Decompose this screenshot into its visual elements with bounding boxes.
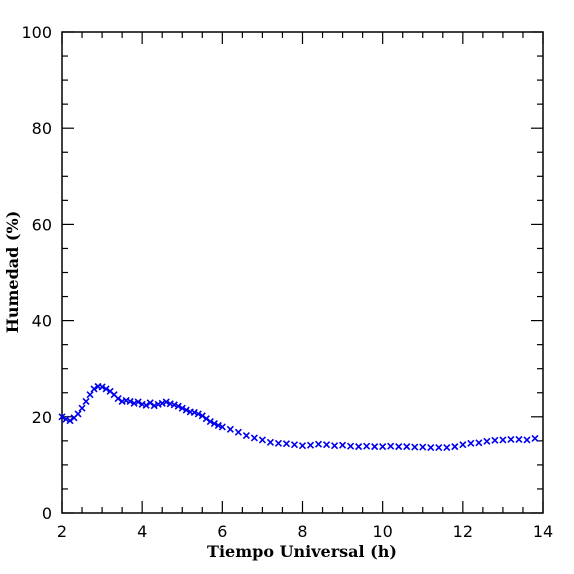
data-point	[126, 397, 134, 405]
tick-marks	[61, 31, 544, 514]
data-point	[214, 421, 222, 430]
data-point	[86, 391, 94, 399]
data-point	[274, 439, 283, 447]
data-point	[234, 428, 242, 436]
x-tick-label: 6	[217, 522, 227, 541]
data-point	[78, 404, 86, 412]
data-points	[58, 382, 539, 452]
data-point	[387, 442, 395, 450]
x-tick-label: 12	[453, 522, 473, 541]
data-point	[403, 443, 411, 451]
data-point	[218, 423, 226, 431]
data-point	[162, 398, 170, 406]
data-point	[339, 441, 347, 449]
data-point	[371, 443, 379, 451]
plot-frame	[61, 31, 544, 514]
x-tick-label: 4	[137, 522, 147, 541]
data-point	[331, 442, 339, 450]
data-point	[150, 402, 158, 410]
data-point	[210, 419, 218, 428]
data-point	[90, 385, 98, 393]
data-point	[298, 442, 307, 450]
data-point	[427, 444, 435, 452]
data-point	[347, 442, 355, 450]
data-point	[419, 443, 427, 451]
data-point	[467, 439, 475, 447]
data-point	[507, 435, 515, 443]
data-point	[58, 413, 66, 421]
data-point	[142, 401, 150, 409]
data-point	[158, 399, 166, 407]
x-tick-label: 14	[533, 522, 553, 541]
data-point	[379, 443, 387, 451]
x-tick-label: 2	[57, 522, 67, 541]
data-point	[98, 383, 106, 391]
data-point	[314, 440, 323, 448]
data-point	[194, 410, 202, 418]
y-tick-label: 40	[32, 312, 52, 331]
data-point	[62, 415, 70, 423]
data-point	[459, 441, 467, 449]
y-tick-label: 20	[32, 408, 52, 427]
x-tick-label: 8	[297, 522, 307, 541]
data-point	[531, 434, 539, 443]
data-point	[282, 440, 291, 448]
data-point	[174, 402, 182, 410]
data-point	[190, 408, 198, 417]
data-point	[491, 436, 499, 444]
data-point	[182, 406, 190, 414]
y-tick-label: 60	[32, 215, 52, 234]
data-point	[250, 434, 258, 442]
data-point	[170, 401, 178, 409]
x-tick-label: 10	[372, 522, 392, 541]
data-point	[411, 443, 419, 451]
data-point	[475, 439, 483, 447]
data-point	[178, 404, 186, 412]
data-point	[523, 436, 531, 444]
data-point	[242, 431, 250, 440]
x-tick-labels: 2 4 6 8 10 12 14	[57, 522, 553, 541]
x-axis-label: Tiempo Universal (h)	[207, 542, 397, 561]
y-tick-label: 80	[32, 119, 52, 138]
data-point	[499, 436, 507, 444]
data-point	[515, 435, 523, 443]
data-point	[395, 443, 403, 451]
data-point	[226, 425, 234, 433]
data-point	[258, 436, 266, 444]
y-tick-label: 0	[42, 504, 52, 523]
data-point	[74, 410, 82, 418]
data-point	[443, 444, 451, 452]
data-point	[266, 438, 274, 446]
data-point	[483, 437, 491, 445]
data-point	[290, 441, 299, 449]
data-point	[102, 385, 110, 393]
data-point	[451, 443, 459, 451]
data-point	[206, 418, 214, 426]
y-axis-label: Humedad (%)	[3, 211, 22, 334]
data-point	[435, 444, 443, 452]
data-point	[363, 442, 371, 450]
data-point	[306, 441, 315, 449]
data-point	[130, 399, 138, 407]
data-point	[355, 443, 363, 451]
y-tick-label: 100	[21, 23, 52, 42]
data-point	[322, 441, 331, 449]
data-point	[82, 397, 90, 405]
y-tick-labels: 0 20 40 60 80 100	[21, 23, 52, 523]
data-point	[134, 398, 142, 406]
